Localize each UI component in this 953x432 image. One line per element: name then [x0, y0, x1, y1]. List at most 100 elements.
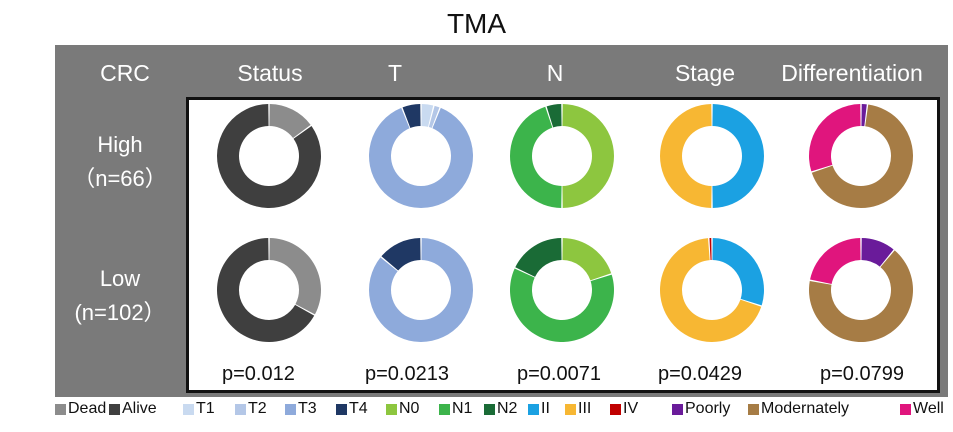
legend-label: T3 — [298, 400, 317, 417]
slice-differentiation-high-poorly — [861, 104, 867, 127]
p-value-n: p=0.0071 — [517, 363, 601, 385]
legend-label: N2 — [497, 400, 518, 417]
legend-swatch — [109, 403, 120, 415]
legend-item-modernately: Modernately — [748, 400, 849, 418]
legend-label: T4 — [349, 400, 368, 417]
legend-label: Well — [913, 400, 944, 417]
legend-item-iv: IV — [610, 400, 638, 418]
header-stage: Stage — [674, 60, 736, 86]
slice-status-low-alive — [217, 238, 315, 342]
donut-stage-low — [660, 238, 765, 343]
legend-item-alive: Alive — [109, 400, 157, 418]
p-value-differentiation: p=0.0799 — [820, 363, 904, 385]
header-status: Status — [237, 60, 303, 86]
slice-stage-high-iii — [659, 104, 712, 208]
donut-status-low — [217, 238, 321, 342]
legend-item-poorly: Poorly — [672, 400, 730, 418]
p-value-t: p=0.0213 — [365, 363, 449, 385]
slice-stage-high-ii — [712, 104, 765, 208]
legend-swatch — [565, 403, 576, 415]
legend-label: Poorly — [685, 400, 731, 417]
legend-item-t1: T1 — [183, 400, 215, 418]
row-label-high-n: （n=66） — [73, 166, 167, 191]
slice-t-high-t2 — [428, 105, 440, 128]
legend-swatch — [235, 403, 246, 415]
legend-item-dead: Dead — [55, 400, 106, 418]
header-t: T — [387, 60, 403, 86]
slice-stage-low-iii — [660, 238, 762, 343]
slice-status-high-alive — [217, 104, 321, 208]
legend-label: Modernately — [761, 400, 850, 417]
slice-t-low-t4 — [381, 238, 421, 271]
row-label-low-name: Low — [99, 266, 141, 291]
row-label-low: Low (n=102） — [55, 262, 185, 330]
slice-differentiation-high-modernately — [811, 104, 913, 209]
donut-differentiation-high — [809, 104, 913, 209]
row-label-high: High （n=66） — [55, 128, 185, 196]
legend-label: Dead — [68, 400, 107, 417]
legend-item-iii: III — [565, 400, 591, 418]
slice-n-low-n0 — [562, 238, 612, 281]
slice-t-high-t1 — [421, 104, 434, 127]
slice-n-high-n2 — [546, 104, 562, 128]
slice-n-high-n0 — [562, 104, 615, 208]
slice-stage-low-iv — [709, 238, 712, 261]
donut-t-high — [369, 104, 473, 208]
legend-label: N1 — [452, 400, 473, 417]
row-label-high-name: High — [97, 132, 143, 157]
legend-item-n1: N1 — [439, 400, 472, 418]
slice-differentiation-high-well — [809, 104, 861, 172]
slice-t-high-t4 — [402, 104, 421, 128]
slice-n-low-n1 — [510, 268, 615, 343]
legend-swatch — [183, 403, 194, 415]
legend-swatch — [528, 403, 539, 415]
legend-label: T2 — [248, 400, 267, 417]
legend-swatch — [55, 403, 66, 415]
legend-item-n0: N0 — [386, 400, 419, 418]
header-differentiation: Differentiation — [781, 60, 923, 86]
slice-stage-low-ii — [712, 238, 765, 306]
chart-title: TMA — [446, 8, 507, 39]
donut-differentiation-low — [808, 238, 914, 342]
legend-label: II — [541, 400, 550, 417]
slice-t-low-t3 — [369, 238, 474, 342]
header-crc: CRC — [100, 60, 150, 86]
donut-stage-high — [659, 104, 765, 208]
donut-n-high — [510, 104, 615, 208]
slice-t-high-t3 — [369, 107, 473, 208]
donut-status-high — [217, 104, 321, 208]
donut-n-low — [510, 238, 615, 343]
header-n: N — [546, 60, 564, 86]
legend-swatch — [386, 403, 397, 415]
legend-item-ii: II — [528, 400, 550, 418]
legend-swatch — [610, 403, 621, 415]
p-value-status: p=0.012 — [222, 363, 295, 385]
legend-label: III — [578, 400, 592, 417]
legend-label: IV — [623, 400, 639, 417]
slice-status-low-dead — [269, 238, 321, 315]
slice-differentiation-low-well — [810, 238, 861, 284]
legend-item-n2: N2 — [484, 400, 517, 418]
legend-item-well: Well — [900, 400, 944, 418]
legend-label: N0 — [399, 400, 420, 417]
legend-swatch — [748, 403, 759, 415]
p-value-stage: p=0.0429 — [658, 363, 742, 385]
legend-swatch — [484, 403, 495, 415]
slice-differentiation-low-modernately — [808, 250, 914, 342]
legend-swatch — [439, 403, 450, 415]
legend-item-t3: T3 — [285, 400, 317, 418]
legend-label: Alive — [122, 400, 157, 417]
slice-n-high-n1 — [510, 106, 562, 208]
slice-differentiation-low-poorly — [861, 238, 894, 267]
legend-swatch — [336, 403, 347, 415]
legend-item-t2: T2 — [235, 400, 267, 418]
legend-item-t4: T4 — [336, 400, 368, 418]
slice-status-high-dead — [269, 104, 311, 139]
row-label-low-n: (n=102） — [74, 300, 166, 325]
legend-swatch — [672, 403, 683, 415]
legend-label: T1 — [196, 400, 215, 417]
donut-t-low — [369, 238, 474, 342]
legend-swatch — [900, 403, 911, 415]
legend-swatch — [285, 403, 296, 415]
